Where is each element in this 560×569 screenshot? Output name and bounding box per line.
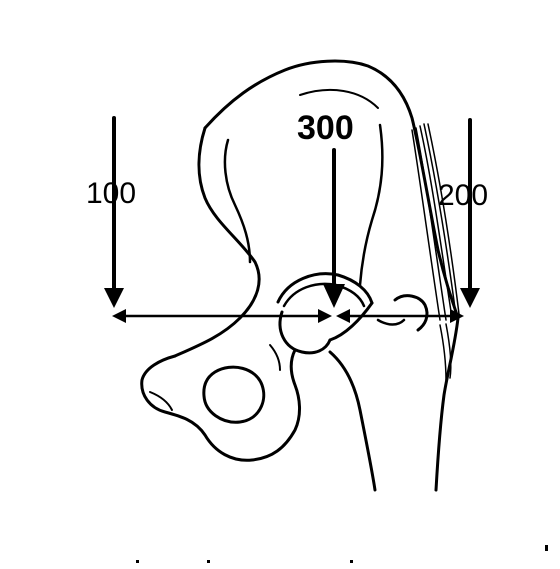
center-force-arrowhead bbox=[323, 284, 345, 308]
right-force-label: 200 bbox=[438, 179, 488, 212]
right-lever-arrowhead-right bbox=[450, 309, 464, 323]
right-lever-arrowhead-left bbox=[336, 309, 350, 323]
femur-outline bbox=[328, 123, 460, 492]
left-force-label: 100 bbox=[86, 177, 136, 210]
center-force-label: 300 bbox=[297, 109, 354, 147]
right-force-arrowhead bbox=[460, 288, 480, 308]
force-arrows bbox=[104, 116, 480, 308]
scan-marks bbox=[136, 545, 548, 563]
pelvis-outline bbox=[140, 59, 460, 462]
left-lever-arrowhead-right bbox=[318, 309, 332, 323]
left-lever-arrowhead-left bbox=[112, 309, 126, 323]
lever-arm-arrows bbox=[112, 309, 464, 323]
left-force-arrowhead bbox=[104, 288, 124, 308]
